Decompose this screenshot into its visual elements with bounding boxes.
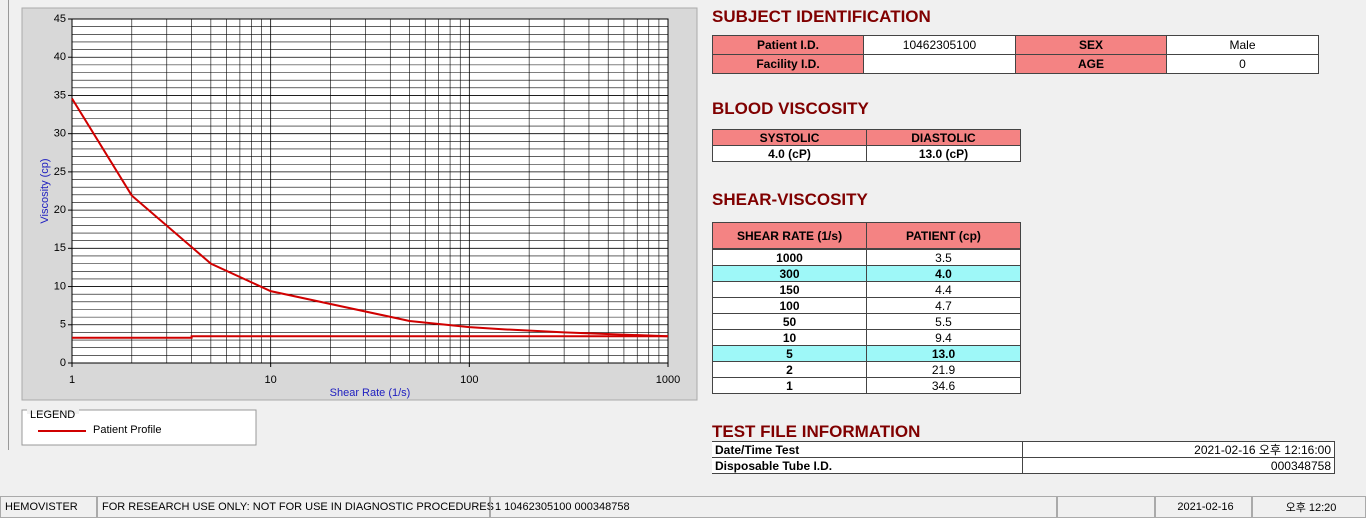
table-cell: 3.5	[866, 249, 1021, 266]
table-cell: 2	[712, 361, 867, 378]
info-value: 000348758	[1022, 457, 1335, 474]
table-cell: 9.4	[866, 329, 1021, 346]
field-label: AGE	[1015, 54, 1167, 74]
table-cell: 150	[712, 281, 867, 298]
x-axis-label: Shear Rate (1/s)	[330, 387, 411, 399]
section-title: TEST FILE INFORMATION	[712, 422, 921, 441]
field-label: Facility I.D.	[712, 54, 864, 74]
status-cell: 1 10462305100 000348758	[490, 496, 1057, 518]
table-header: DIASTOLIC	[866, 129, 1021, 146]
y-tick-label: 5	[60, 319, 66, 331]
table-cell: 13.0	[866, 345, 1021, 362]
table-header: SHEAR RATE (1/s)	[712, 222, 867, 249]
y-tick-label: 30	[54, 128, 66, 140]
section-title: SHEAR-VISCOSITY	[712, 190, 868, 209]
table-header: SYSTOLIC	[712, 129, 867, 146]
y-tick-label: 45	[54, 13, 66, 25]
table-cell: 4.4	[866, 281, 1021, 298]
field-value: 0	[1166, 54, 1319, 74]
status-cell: 2021-02-16	[1155, 496, 1252, 518]
field-value: Male	[1166, 35, 1319, 55]
table-cell: 4.0	[866, 265, 1021, 282]
table-header: PATIENT (cp)	[866, 222, 1021, 249]
y-tick-label: 0	[60, 357, 66, 369]
status-cell: FOR RESEARCH USE ONLY: NOT FOR USE IN DI…	[97, 496, 494, 518]
legend-label: Patient Profile	[93, 424, 161, 436]
x-tick-label: 100	[460, 374, 478, 386]
section-title: BLOOD VISCOSITY	[712, 99, 869, 118]
y-axis-label: Viscosity (cp)	[39, 158, 51, 223]
x-tick-label: 1000	[656, 374, 680, 386]
legend-title-bg	[27, 408, 79, 414]
table-cell: 100	[712, 297, 867, 314]
table-cell: 21.9	[866, 361, 1021, 378]
y-tick-label: 10	[54, 280, 66, 292]
table-cell: 50	[712, 313, 867, 330]
table-cell: 300	[712, 265, 867, 282]
field-label: Patient I.D.	[712, 35, 864, 55]
table-cell: 10	[712, 329, 867, 346]
table-cell: 34.6	[866, 377, 1021, 394]
y-tick-label: 15	[54, 242, 66, 254]
table-cell: 1	[712, 377, 867, 394]
y-tick-label: 35	[54, 89, 66, 101]
y-tick-label: 20	[54, 204, 66, 216]
y-tick-label: 25	[54, 166, 66, 178]
legend-title: LEGEND	[30, 409, 75, 421]
info-label: Date/Time Test	[712, 441, 1023, 458]
status-cell	[1057, 496, 1155, 518]
x-tick-label: 1	[69, 374, 75, 386]
y-tick-label: 40	[54, 51, 66, 63]
table-cell: 5.5	[866, 313, 1021, 330]
table-cell: 4.0 (cP)	[712, 145, 867, 162]
table-cell: 1000	[712, 249, 867, 266]
table-cell: 5	[712, 345, 867, 362]
status-cell: HEMOVISTER	[0, 496, 97, 518]
legend-box	[21, 409, 257, 446]
status-cell: 오후 12:20	[1252, 496, 1366, 518]
chart: 0 5 10 15 20 25 30 35 40 45 1 10 100 1000 Shear Rate (…	[8, 0, 698, 450]
x-tick-label: 10	[265, 374, 277, 386]
series-line	[71, 97, 669, 338]
table-cell: 13.0 (cP)	[866, 145, 1021, 162]
plot-area	[71, 18, 669, 364]
info-label: Disposable Tube I.D.	[712, 457, 1023, 474]
window-border	[8, 0, 9, 450]
field-label: SEX	[1015, 35, 1167, 55]
field-value: 10462305100	[863, 35, 1016, 55]
section-title: SUBJECT IDENTIFICATION	[712, 7, 931, 26]
series-line	[72, 335, 668, 339]
info-value: 2021-02-16 오후 12:16:00	[1022, 441, 1335, 458]
field-value	[863, 54, 1016, 74]
table-cell: 4.7	[866, 297, 1021, 314]
